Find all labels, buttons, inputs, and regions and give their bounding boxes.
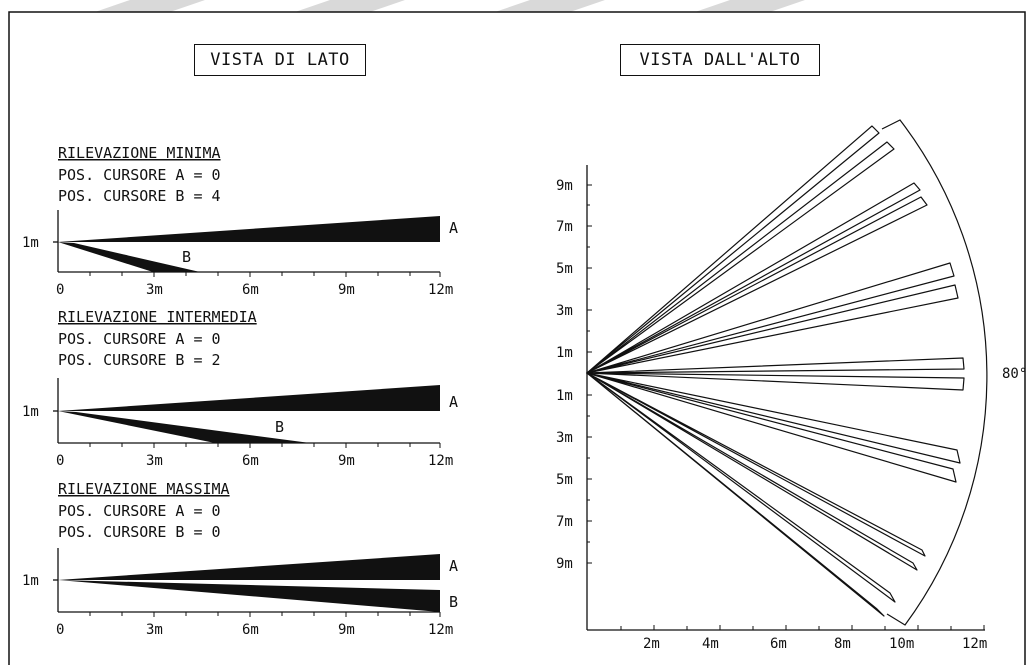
beam-finger [586, 372, 896, 603]
height-label: 1m [22, 235, 39, 251]
beam-a [58, 216, 440, 242]
y-tick-5m-top: 5m [556, 261, 573, 277]
tick-6m: 6m [242, 282, 259, 298]
y-tick-9m-top: 9m [556, 178, 573, 194]
beam-finger [586, 182, 921, 374]
beam-a [58, 385, 440, 411]
beam-a [58, 554, 440, 580]
beam-finger [586, 372, 961, 464]
height-label: 1m [22, 404, 39, 420]
y-tick-3m-top: 3m [556, 303, 573, 319]
beam-finger [586, 284, 959, 374]
tick-3m: 3m [146, 282, 163, 298]
top-y-ticks [587, 184, 592, 564]
height-label: 1m [22, 573, 39, 589]
cursor-b-line: POS. CURSORE B = 0 [58, 523, 221, 541]
x-tick-2m: 2m [643, 636, 660, 652]
tick-12m: 12m [428, 453, 453, 469]
side-view-title: VISTA DI LATO [194, 44, 366, 76]
y-tick-7m-top: 7m [556, 219, 573, 235]
panel-heading: RILEVAZIONE INTERMEDIA [58, 308, 257, 326]
beam-a-label: A [449, 557, 458, 575]
tick-9m: 9m [338, 453, 355, 469]
x-ticks [89, 272, 441, 277]
beam-finger [586, 357, 965, 374]
y-tick-7m-bottom: 7m [556, 514, 573, 530]
beam-finger [586, 141, 895, 374]
beam-b-label: B [449, 593, 458, 611]
x-tick-12m: 12m [962, 636, 987, 652]
beam-finger [586, 372, 926, 557]
panel-heading: RILEVAZIONE MINIMA [58, 144, 221, 162]
cursor-b-line: POS. CURSORE B = 2 [58, 351, 221, 369]
y-tick-1m-top: 1m [556, 345, 573, 361]
tick-6m: 6m [242, 622, 259, 638]
tick-9m: 9m [338, 282, 355, 298]
tick-0: 0 [56, 453, 64, 469]
side-view: RILEVAZIONE MINIMA POS. CURSORE A = 0 PO… [22, 144, 458, 638]
cursor-a-line: POS. CURSORE A = 0 [58, 330, 221, 348]
x-tick-8m: 8m [834, 636, 851, 652]
cursor-a-line: POS. CURSORE A = 0 [58, 502, 221, 520]
beam-finger [586, 196, 928, 374]
beam-b [58, 411, 310, 443]
beam-a-label: A [449, 219, 458, 237]
tick-0: 0 [56, 622, 64, 638]
beam-b-label: B [275, 418, 284, 436]
cursor-a-line: POS. CURSORE A = 0 [58, 166, 221, 184]
y-tick-1m-bottom: 1m [556, 388, 573, 404]
beam-finger [586, 372, 885, 617]
beam-finger [586, 372, 918, 571]
outer-border [8, 11, 1026, 665]
y-tick-3m-bottom: 3m [556, 430, 573, 446]
tick-6m: 6m [242, 453, 259, 469]
x-ticks [89, 443, 441, 448]
x-ticks [89, 612, 441, 617]
tick-3m: 3m [146, 453, 163, 469]
beam-b-label: B [182, 248, 191, 266]
tick-12m: 12m [428, 622, 453, 638]
cursor-b-line: POS. CURSORE B = 4 [58, 187, 221, 205]
x-tick-6m: 6m [770, 636, 787, 652]
beam-a-label: A [449, 393, 458, 411]
side-panel-minimum: RILEVAZIONE MINIMA POS. CURSORE A = 0 PO… [22, 144, 458, 298]
beam-finger [586, 125, 880, 374]
detection-beams [586, 125, 965, 617]
x-tick-10m: 10m [889, 636, 914, 652]
side-panel-maximum: RILEVAZIONE MASSIMA POS. CURSORE A = 0 P… [22, 480, 458, 638]
y-tick-9m-bottom: 9m [556, 556, 573, 572]
header-stripes [95, 0, 805, 12]
side-panel-intermediate: RILEVAZIONE INTERMEDIA POS. CURSORE A = … [22, 308, 458, 469]
tick-12m: 12m [428, 282, 453, 298]
tick-0: 0 [56, 282, 64, 298]
y-tick-5m-bottom: 5m [556, 472, 573, 488]
tick-3m: 3m [146, 622, 163, 638]
tick-9m: 9m [338, 622, 355, 638]
angle-label: 80° [1002, 366, 1027, 382]
panel-heading: RILEVAZIONE MASSIMA [58, 480, 230, 498]
top-view: 9m 7m 5m 3m 1m 1m 3m 5m 7m 9m 2m 4m 6m 8… [556, 119, 1027, 652]
beam-finger [586, 372, 965, 391]
beam-b [58, 580, 440, 612]
beam-finger [586, 372, 957, 483]
top-view-title: VISTA DALL'ALTO [620, 44, 820, 76]
beam-finger [586, 262, 955, 374]
top-x-ticks [620, 625, 985, 630]
x-tick-4m: 4m [702, 636, 719, 652]
coverage-arc [881, 119, 988, 626]
beam-b [58, 242, 200, 272]
